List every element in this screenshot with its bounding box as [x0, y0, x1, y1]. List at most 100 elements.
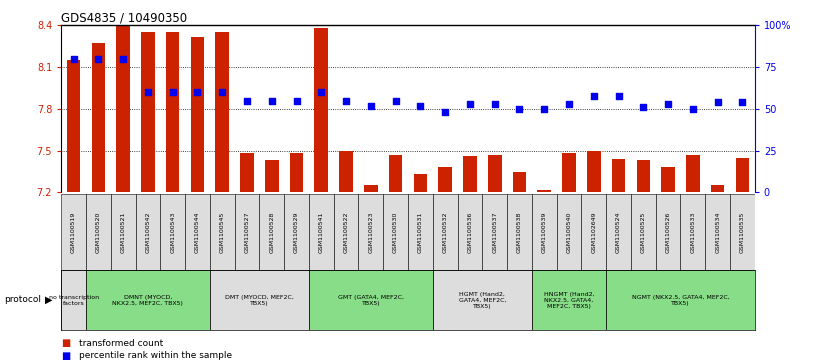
- Bar: [309, 194, 334, 270]
- Point: [588, 93, 601, 98]
- Text: GSM1100524: GSM1100524: [616, 212, 621, 253]
- Text: GSM1100525: GSM1100525: [641, 212, 645, 253]
- Bar: [235, 194, 259, 270]
- Point: [686, 106, 699, 112]
- Bar: [86, 194, 111, 270]
- Bar: [414, 174, 428, 192]
- Bar: [191, 37, 204, 192]
- Point: [166, 89, 180, 95]
- Bar: [606, 194, 631, 270]
- Text: GSM1100534: GSM1100534: [715, 212, 721, 253]
- Bar: [259, 194, 284, 270]
- Text: GSM1100533: GSM1100533: [690, 212, 695, 253]
- Point: [662, 101, 675, 107]
- Point: [636, 104, 650, 110]
- Bar: [86, 270, 210, 330]
- Bar: [538, 189, 551, 192]
- Bar: [240, 154, 254, 192]
- Point: [414, 103, 427, 109]
- Point: [612, 93, 625, 98]
- Bar: [166, 32, 180, 192]
- Text: GSM1100522: GSM1100522: [344, 212, 348, 253]
- Text: GSM1100544: GSM1100544: [195, 212, 200, 253]
- Bar: [314, 28, 328, 192]
- Point: [389, 98, 402, 103]
- Point: [241, 98, 254, 103]
- Text: GMT (GATA4, MEF2C,
TBX5): GMT (GATA4, MEF2C, TBX5): [338, 295, 404, 306]
- Text: GSM1100527: GSM1100527: [245, 212, 250, 253]
- Text: GSM1100537: GSM1100537: [492, 212, 497, 253]
- Bar: [364, 185, 378, 192]
- Bar: [636, 160, 650, 192]
- Bar: [735, 158, 749, 192]
- Bar: [686, 155, 699, 192]
- Bar: [705, 194, 730, 270]
- Bar: [681, 194, 705, 270]
- Bar: [432, 194, 458, 270]
- Bar: [309, 270, 432, 330]
- Bar: [532, 270, 606, 330]
- Point: [191, 89, 204, 95]
- Bar: [358, 194, 384, 270]
- Text: protocol: protocol: [4, 295, 41, 304]
- Bar: [91, 44, 105, 192]
- Text: GSM1102649: GSM1102649: [592, 212, 596, 253]
- Point: [67, 56, 80, 62]
- Point: [215, 89, 228, 95]
- Text: GSM1100542: GSM1100542: [145, 212, 150, 253]
- Text: NGMT (NKX2.5, GATA4, MEF2C,
TBX5): NGMT (NKX2.5, GATA4, MEF2C, TBX5): [632, 295, 730, 306]
- Bar: [61, 194, 86, 270]
- Bar: [512, 172, 526, 192]
- Bar: [612, 159, 625, 192]
- Point: [488, 101, 501, 107]
- Point: [364, 103, 377, 109]
- Bar: [160, 194, 185, 270]
- Text: GDS4835 / 10490350: GDS4835 / 10490350: [61, 11, 188, 24]
- Bar: [458, 194, 482, 270]
- Text: GSM1100543: GSM1100543: [171, 212, 175, 253]
- Point: [439, 109, 452, 115]
- Bar: [185, 194, 210, 270]
- Text: HGMT (Hand2,
GATA4, MEF2C,
TBX5): HGMT (Hand2, GATA4, MEF2C, TBX5): [459, 292, 506, 309]
- Bar: [141, 32, 155, 192]
- Point: [711, 99, 724, 105]
- Text: ■: ■: [61, 351, 70, 361]
- Bar: [61, 270, 86, 330]
- Bar: [631, 194, 656, 270]
- Point: [290, 98, 303, 103]
- Text: GSM1100529: GSM1100529: [294, 212, 299, 253]
- Bar: [463, 156, 477, 192]
- Text: GSM1100545: GSM1100545: [220, 212, 224, 253]
- Point: [315, 89, 328, 95]
- Text: percentile rank within the sample: percentile rank within the sample: [79, 351, 233, 360]
- Text: ■: ■: [61, 338, 70, 348]
- Text: DMNT (MYOCD,
NKX2.5, MEF2C, TBX5): DMNT (MYOCD, NKX2.5, MEF2C, TBX5): [113, 295, 184, 306]
- Bar: [432, 270, 532, 330]
- Text: GSM1100530: GSM1100530: [393, 212, 398, 253]
- Text: GSM1100523: GSM1100523: [368, 212, 374, 253]
- Text: GSM1100535: GSM1100535: [740, 212, 745, 253]
- Point: [92, 56, 105, 62]
- Bar: [284, 194, 309, 270]
- Text: GSM1100536: GSM1100536: [468, 212, 472, 253]
- Bar: [210, 270, 309, 330]
- Bar: [111, 194, 135, 270]
- Bar: [711, 185, 725, 192]
- Bar: [117, 25, 130, 192]
- Text: HNGMT (Hand2,
NKX2.5, GATA4,
MEF2C, TBX5): HNGMT (Hand2, NKX2.5, GATA4, MEF2C, TBX5…: [543, 292, 594, 309]
- Text: GSM1100520: GSM1100520: [95, 212, 101, 253]
- Bar: [557, 194, 581, 270]
- Bar: [488, 155, 502, 192]
- Bar: [606, 270, 755, 330]
- Bar: [482, 194, 507, 270]
- Bar: [438, 167, 452, 192]
- Bar: [582, 194, 606, 270]
- Text: GSM1100541: GSM1100541: [319, 212, 324, 253]
- Bar: [661, 167, 675, 192]
- Point: [141, 89, 154, 95]
- Text: ▶: ▶: [45, 294, 52, 305]
- Text: GSM1100519: GSM1100519: [71, 212, 76, 253]
- Text: GSM1100528: GSM1100528: [269, 212, 274, 253]
- Bar: [587, 151, 601, 192]
- Bar: [215, 32, 229, 192]
